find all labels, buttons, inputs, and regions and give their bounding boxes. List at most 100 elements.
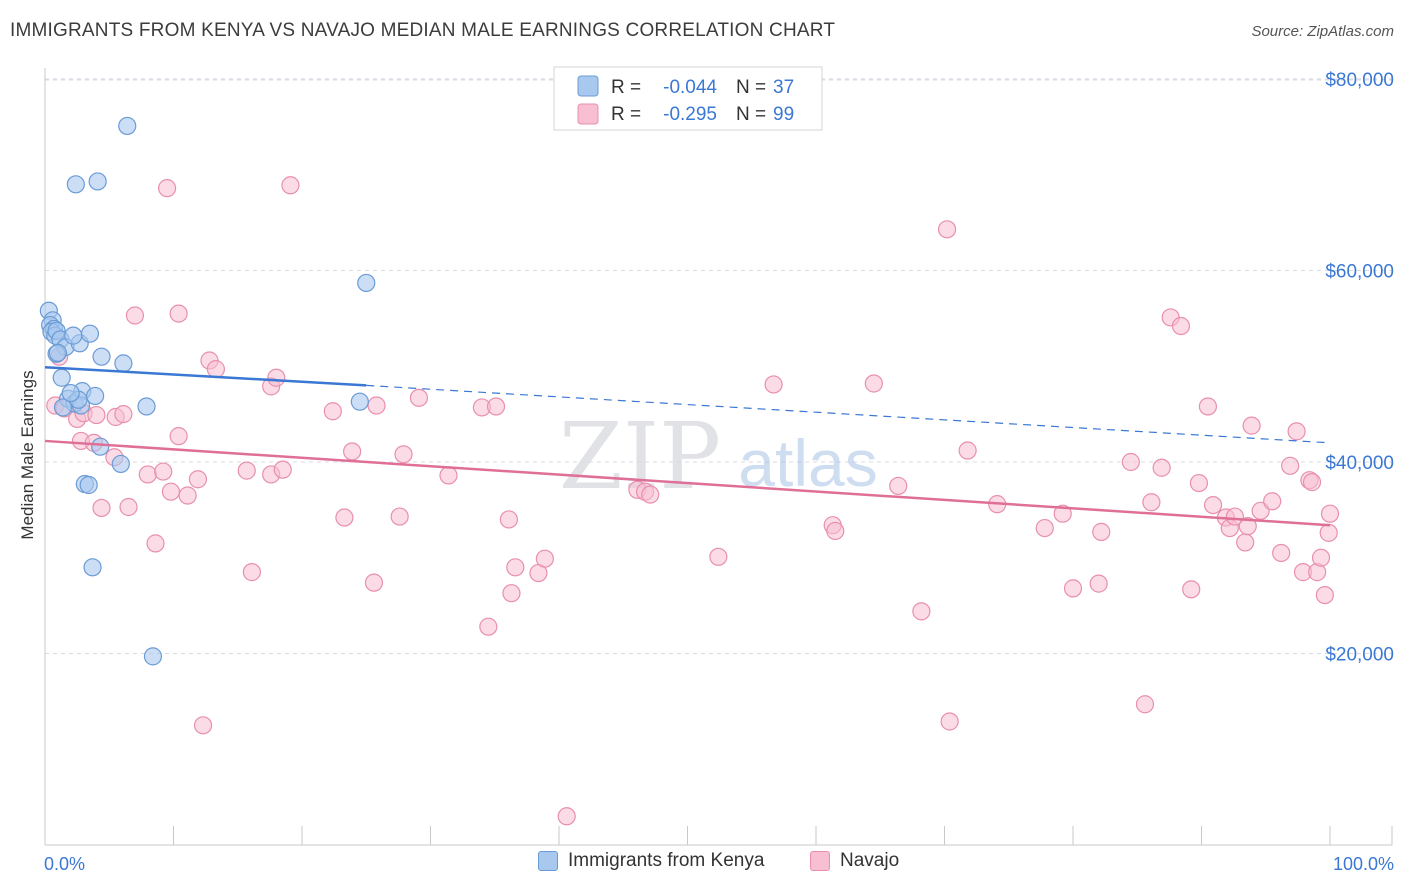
axes <box>44 68 1393 846</box>
navajo-point <box>114 405 133 424</box>
y-axis-label: Median Male Earnings <box>18 370 37 539</box>
legend-frame <box>553 66 823 131</box>
navajo-point <box>1302 473 1322 492</box>
navajo-point <box>390 507 409 526</box>
navajo-point <box>1182 580 1201 599</box>
legend-n-label-navajo: N = <box>736 104 766 125</box>
navajo-point <box>178 486 197 505</box>
legend-r-value-kenya: -0.044 <box>663 77 717 98</box>
navajo-point <box>1287 422 1306 441</box>
kenya-point <box>92 347 111 366</box>
navajo-point <box>193 716 213 735</box>
navajo-point <box>439 466 458 485</box>
navajo-point <box>169 304 188 323</box>
y-tick-label: $20,000 <box>1325 645 1394 666</box>
x-tick-max: 100.0% <box>1333 854 1394 874</box>
navajo-point <box>1320 504 1340 523</box>
navajo-point <box>1035 518 1054 538</box>
navajo-point <box>188 470 208 489</box>
legend-swatch-navajo-bottom <box>810 851 830 871</box>
navajo-point <box>1272 543 1291 563</box>
navajo-point <box>1242 416 1261 435</box>
navajo-point <box>242 563 261 582</box>
trend-lines <box>44 365 1331 527</box>
navajo-point <box>940 712 959 731</box>
navajo-point <box>157 179 177 198</box>
kenya-point <box>83 558 102 577</box>
series-legend: Immigrants from Kenya Navajo <box>0 850 1406 878</box>
correlation-legend: R = -0.044 N = 37 R = -0.295 N = 99 <box>553 66 823 131</box>
navajo-point <box>1142 493 1161 512</box>
legend-label-kenya: Immigrants from Kenya <box>568 850 765 871</box>
kenya-point <box>52 368 71 387</box>
navajo-point <box>709 547 728 566</box>
navajo-point <box>267 368 286 387</box>
navajo-point <box>1198 397 1218 416</box>
navajo-point <box>479 617 498 636</box>
kenya-trend-line <box>44 365 367 387</box>
navajo-point <box>1281 456 1300 475</box>
navajo-point <box>125 306 145 325</box>
legend-swatch-kenya <box>577 75 599 97</box>
navajo-point <box>138 465 157 484</box>
navajo-point <box>367 396 386 415</box>
navajo-point <box>206 360 226 379</box>
kenya-point <box>357 273 376 293</box>
legend-item-navajo: Navajo <box>810 850 899 872</box>
kenya-point <box>143 647 163 666</box>
y-tick-labels: $20,000 $40,000 $60,000 $80,000 <box>1325 70 1394 666</box>
chart-source: Source: ZipAtlas.com <box>1251 23 1394 40</box>
navajo-point <box>169 427 188 446</box>
navajo-point <box>92 498 111 518</box>
navajo-point <box>1152 458 1171 477</box>
navajo-point <box>146 534 165 553</box>
kenya-point <box>61 383 80 403</box>
navajo-point <box>1319 523 1338 542</box>
navajo-point <box>1053 504 1072 523</box>
navajo-point <box>937 220 957 239</box>
navajo-point <box>826 521 845 541</box>
kenya-trend-extension <box>366 384 1331 444</box>
navajo-point <box>912 602 931 621</box>
navajo-point <box>1063 579 1083 598</box>
legend-swatch-kenya-bottom <box>538 851 558 871</box>
navajo-point <box>273 460 292 479</box>
legend-r-label-navajo: R = <box>611 104 641 125</box>
x-tick-min: 0.0% <box>44 854 85 874</box>
navajo-point <box>502 584 521 603</box>
kenya-point <box>118 116 137 136</box>
legend-r-label-kenya: R = <box>611 77 641 98</box>
navajo-point <box>154 462 173 481</box>
navajo-point <box>1092 522 1111 541</box>
navajo-point <box>1315 585 1334 605</box>
navajo-point <box>87 405 106 425</box>
navajo-point <box>237 461 256 480</box>
navajo-point <box>364 573 384 592</box>
legend-swatch-navajo <box>577 103 599 125</box>
watermark: ZIP atlas <box>559 403 878 510</box>
navajo-point <box>1089 574 1108 593</box>
navajo-point <box>889 476 908 496</box>
kenya-point <box>114 354 133 373</box>
navajo-point <box>764 375 783 394</box>
kenya-point <box>80 324 100 343</box>
kenya-point <box>79 475 98 495</box>
navajo-point <box>486 397 506 416</box>
kenya-point <box>66 175 85 194</box>
legend-item-kenya: Immigrants from Kenya <box>538 850 764 872</box>
navajo-point <box>641 485 660 504</box>
navajo-point <box>499 510 518 529</box>
kenya-point <box>88 172 107 191</box>
legend-n-label-kenya: N = <box>736 77 766 98</box>
y-tick-label: $80,000 <box>1325 70 1394 91</box>
navajo-point <box>281 176 300 195</box>
navajo-point <box>1171 316 1191 336</box>
kenya-point <box>111 454 130 474</box>
navajo-point <box>1189 473 1209 493</box>
legend-label-navajo: Navajo <box>840 850 900 871</box>
navajo-point <box>506 558 525 577</box>
navajo-point <box>1121 452 1140 472</box>
navajo-point <box>394 445 413 464</box>
navajo-point <box>1225 507 1245 526</box>
navajo-point <box>323 402 342 421</box>
